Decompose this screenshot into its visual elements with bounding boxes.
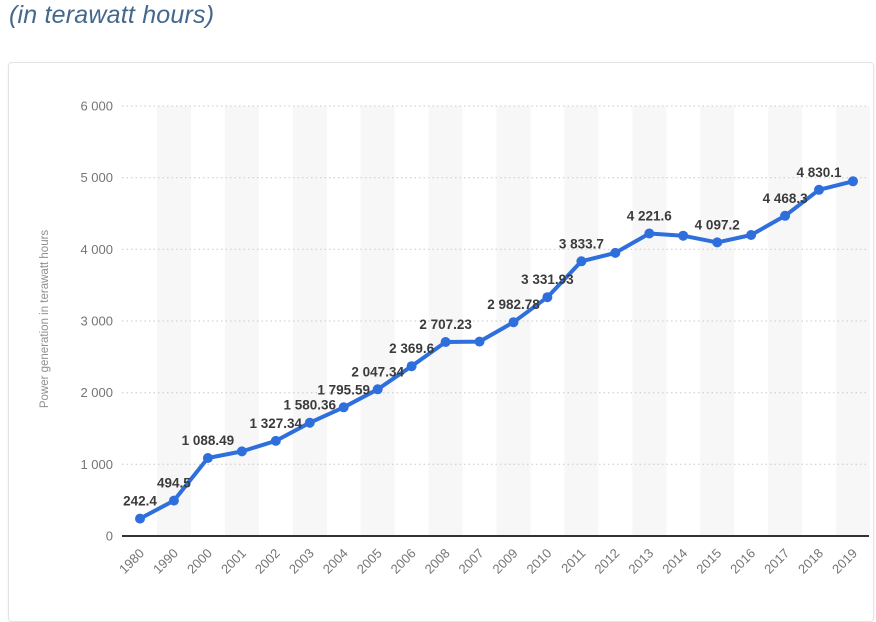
- data-point[interactable]: [678, 230, 689, 241]
- x-tick-label: 2009: [490, 546, 521, 577]
- data-point-label: 2 982.78: [487, 297, 540, 312]
- x-tick-label: 2000: [184, 546, 215, 577]
- x-tick-label: 2001: [218, 546, 249, 577]
- data-point-label: 4 830.1: [796, 165, 842, 180]
- data-point-label: 3 331.93: [521, 272, 574, 287]
- data-point[interactable]: [270, 435, 281, 446]
- data-point-label: 4 221.6: [627, 209, 673, 224]
- x-tick-label: 2008: [422, 546, 453, 577]
- data-point[interactable]: [304, 417, 315, 428]
- data-point-label: 494.5: [157, 476, 191, 491]
- data-point-label: 1 795.59: [317, 382, 370, 397]
- data-point-label: 2 369.6: [389, 341, 435, 356]
- x-tick-label: 2013: [625, 546, 656, 577]
- x-tick-label: 2018: [795, 546, 826, 577]
- series-line: [138, 179, 855, 521]
- y-tick-label: 0: [106, 529, 113, 544]
- x-tick-label: 2017: [761, 546, 792, 577]
- data-point[interactable]: [338, 402, 349, 413]
- data-point[interactable]: [508, 317, 519, 328]
- y-axis-title: Power generation in terawatt hours: [39, 230, 51, 409]
- y-tick-label: 3 000: [80, 314, 113, 329]
- data-point[interactable]: [746, 230, 757, 240]
- column-stripe: [428, 106, 463, 536]
- page-title: (in terawatt hours): [9, 1, 215, 29]
- data-point-label: 1 088.49: [182, 433, 235, 448]
- x-tick-label: 2019: [829, 546, 860, 577]
- x-tick-label: 2015: [693, 546, 724, 577]
- data-point[interactable]: [576, 256, 587, 267]
- x-tick-label: 2004: [320, 546, 351, 577]
- x-tick-label: 1990: [150, 546, 181, 577]
- data-point[interactable]: [372, 384, 383, 395]
- data-point[interactable]: [644, 228, 655, 239]
- y-tick-label: 5 000: [80, 170, 113, 185]
- column-stripe: [768, 106, 803, 536]
- x-tick-label: 2006: [388, 546, 419, 577]
- data-point[interactable]: [236, 446, 247, 457]
- x-tick-label: 2005: [354, 546, 385, 577]
- data-point[interactable]: [848, 176, 858, 187]
- data-point[interactable]: [542, 292, 553, 303]
- x-tick-label: 2016: [727, 546, 758, 577]
- y-tick-label: 2 000: [80, 385, 113, 400]
- data-point[interactable]: [406, 361, 417, 372]
- y-tick-label: 6 000: [80, 99, 113, 114]
- y-tick-label: 4 000: [80, 242, 113, 257]
- data-point[interactable]: [168, 495, 179, 506]
- data-point-label: 1 580.36: [284, 398, 337, 413]
- data-point-label: 4 468.3: [763, 191, 809, 206]
- data-point[interactable]: [202, 453, 213, 463]
- data-point-label: 2 707.23: [419, 317, 472, 332]
- data-point[interactable]: [610, 247, 621, 258]
- x-tick-label: 1980: [116, 546, 147, 577]
- data-point-label: 3 833.7: [559, 236, 604, 251]
- data-point[interactable]: [814, 184, 824, 195]
- x-tick-label: 2014: [659, 546, 690, 577]
- data-point[interactable]: [780, 210, 791, 221]
- x-tick-label: 2011: [558, 546, 588, 576]
- series-layer: [135, 176, 858, 524]
- data-point[interactable]: [712, 237, 723, 248]
- y-tick-label: 1 000: [80, 457, 113, 472]
- x-tick-label: 2007: [456, 546, 487, 577]
- x-tick-label: 2003: [286, 546, 317, 577]
- data-point-label: 2 047.34: [351, 364, 404, 379]
- data-point-label: 4 097.2: [695, 217, 740, 232]
- data-point[interactable]: [135, 513, 145, 524]
- data-point-label: 1 327.34: [250, 416, 303, 431]
- data-point-label: 242.4: [123, 494, 157, 509]
- x-tick-label: 2012: [591, 546, 622, 577]
- data-point[interactable]: [474, 336, 485, 347]
- x-tick-label: 2002: [252, 546, 283, 577]
- x-tick-label: 2010: [523, 546, 554, 577]
- data-point[interactable]: [440, 337, 451, 347]
